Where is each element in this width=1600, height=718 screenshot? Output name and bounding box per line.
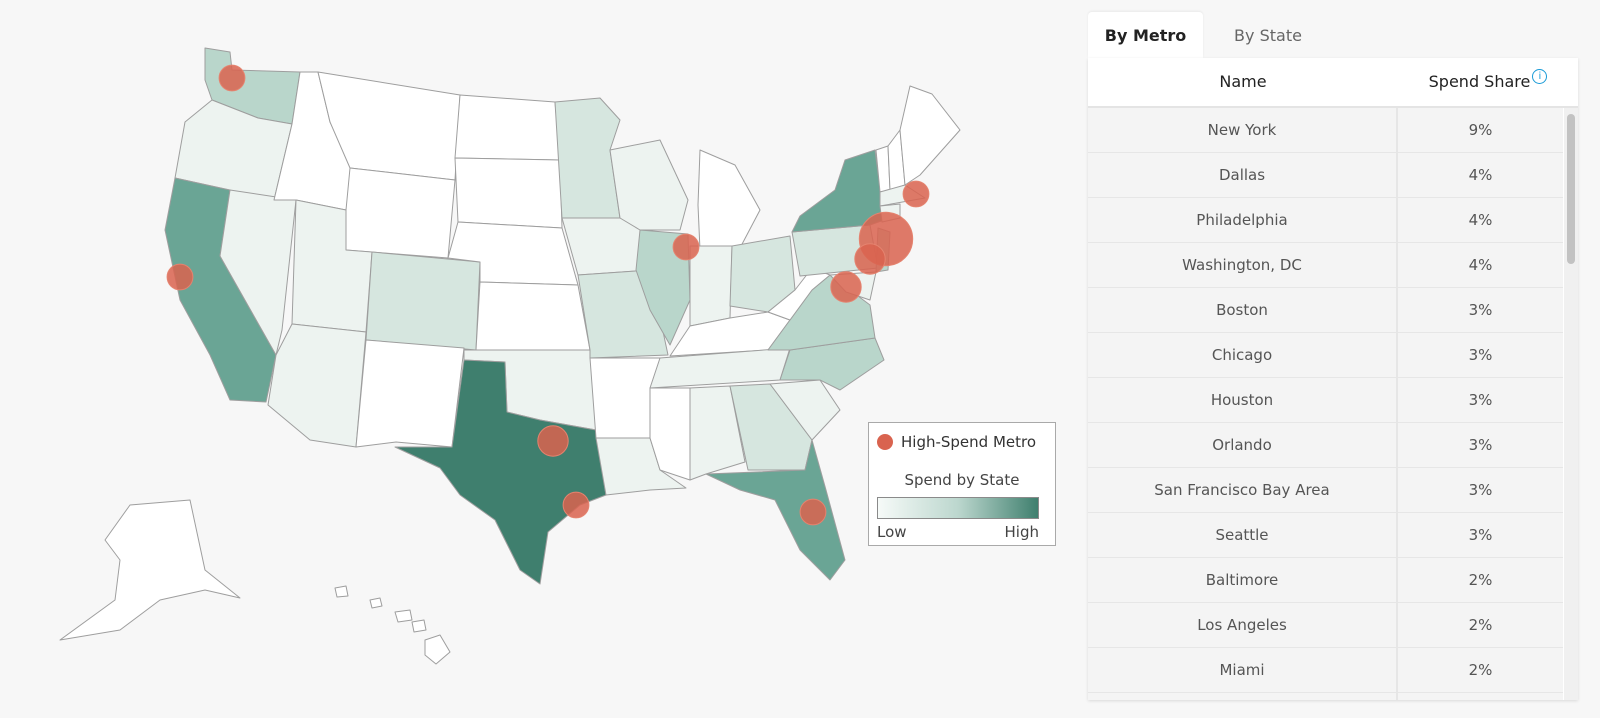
state-arizona[interactable] [267, 323, 367, 448]
table-row[interactable]: New York 9% [1088, 108, 1563, 153]
state-maine[interactable] [899, 85, 961, 186]
metro-name-cell: Philadelphia [1088, 198, 1398, 242]
legend-high-label: High [1004, 523, 1039, 541]
spend-share-cell: 2% [1468, 571, 1493, 589]
table-row[interactable]: Philadelphia 4% [1088, 198, 1563, 243]
table-row[interactable]: Boston 3% [1088, 288, 1563, 333]
scrollbar-thumb[interactable] [1567, 114, 1575, 264]
state-wyoming[interactable] [345, 167, 456, 259]
table-row[interactable]: Chicago 3% [1088, 333, 1563, 378]
spend-share-cell: 4% [1468, 166, 1493, 184]
table-row[interactable]: Baltimore 2% [1088, 558, 1563, 603]
state-alaska[interactable] [59, 499, 241, 641]
state-minnesota[interactable] [554, 97, 621, 219]
table-row[interactable]: Orlando 3% [1088, 423, 1563, 468]
hawaii-island-oahu [394, 609, 413, 623]
info-icon[interactable]: i [1532, 69, 1548, 84]
spend-share-cell: 9% [1468, 121, 1493, 139]
spend-share-cell [1398, 693, 1563, 700]
legend-metro-label: High-Spend Metro [901, 433, 1037, 451]
metro-name-cell [1088, 693, 1398, 700]
metro-marker-washington-dc[interactable] [830, 271, 862, 303]
us-map [59, 47, 961, 665]
spend-table: Name Spend Share i New York 9% Dallas 4% Phil… [1088, 58, 1578, 700]
spend-share-cell: 2% [1468, 661, 1493, 679]
table-row[interactable]: Dallas 4% [1088, 153, 1563, 198]
table-scrollbar[interactable] [1564, 108, 1578, 700]
metro-marker-seattle[interactable] [218, 64, 246, 92]
state-new-mexico[interactable] [355, 339, 465, 448]
table-row[interactable]: Los Angeles 2% [1088, 603, 1563, 648]
map-legend: High-Spend Metro Spend by State Low High [868, 422, 1056, 546]
metro-name-cell: Washington, DC [1088, 243, 1398, 287]
metro-panel: By Metro By State Name Spend Share i New … [1088, 12, 1580, 702]
legend-metro-row: High-Spend Metro [877, 433, 1036, 451]
state-mississippi[interactable] [649, 387, 691, 481]
hawaii-island-niihau [369, 597, 383, 609]
table-header: Name Spend Share i [1088, 58, 1578, 108]
metro-name-cell: Baltimore [1088, 558, 1398, 602]
spend-share-cell: 3% [1468, 391, 1493, 409]
metro-marker-houston[interactable] [562, 491, 590, 519]
metro-name-cell: Seattle [1088, 513, 1398, 557]
metro-name-cell: Miami [1088, 648, 1398, 692]
state-florida[interactable] [705, 439, 846, 581]
tab-by-metro[interactable]: By Metro [1088, 12, 1203, 58]
state-south-dakota[interactable] [454, 157, 563, 229]
spend-share-cell: 3% [1468, 436, 1493, 454]
column-header-name[interactable]: Name [1088, 58, 1398, 106]
metro-dot-icon [877, 434, 893, 450]
state-indiana[interactable] [689, 245, 733, 327]
hawaii-island-maui [411, 619, 427, 633]
state-texas[interactable] [394, 359, 607, 585]
column-header-name-label: Name [1219, 72, 1267, 91]
table-row[interactable]: San Francisco Bay Area 3% [1088, 468, 1563, 513]
spend-share-cell: 4% [1468, 256, 1493, 274]
table-row[interactable]: Washington, DC 4% [1088, 243, 1563, 288]
table-row[interactable] [1088, 693, 1563, 700]
map-area: High-Spend Metro Spend by State Low High [59, 47, 1056, 665]
table-row[interactable]: Miami 2% [1088, 648, 1563, 693]
state-south-carolina[interactable] [769, 379, 841, 441]
state-kansas[interactable] [475, 281, 591, 351]
metro-name-cell: Boston [1088, 288, 1398, 332]
state-colorado[interactable] [365, 251, 481, 351]
state-michigan[interactable] [697, 149, 761, 251]
hawaii-island-kauai [334, 585, 349, 598]
metro-marker-orlando[interactable] [799, 498, 827, 526]
metro-name-cell: Orlando [1088, 423, 1398, 467]
metro-name-cell: Los Angeles [1088, 603, 1398, 647]
spend-share-cell: 3% [1468, 301, 1493, 319]
state-alabama[interactable] [689, 385, 746, 481]
spend-share-cell: 4% [1468, 211, 1493, 229]
metro-marker-philadelphia[interactable] [854, 243, 886, 275]
metro-name-cell: Chicago [1088, 333, 1398, 377]
metro-marker-dallas[interactable] [537, 425, 569, 457]
tab-bar: By Metro By State [1088, 12, 1580, 58]
column-header-spend-share-label: Spend Share [1428, 72, 1531, 91]
legend-low-label: Low [877, 523, 907, 541]
state-north-dakota[interactable] [454, 94, 561, 161]
metro-name-cell: New York [1088, 108, 1398, 152]
legend-spend-title: Spend by State [904, 471, 1020, 489]
metro-marker-chicago[interactable] [672, 233, 700, 261]
spend-share-cell: 3% [1468, 481, 1493, 499]
column-header-spend-share[interactable]: Spend Share i [1398, 58, 1578, 106]
spend-share-cell: 2% [1468, 616, 1493, 634]
metro-name-cell: Houston [1088, 378, 1398, 422]
spend-share-cell: 3% [1468, 346, 1493, 364]
state-hawaii[interactable] [424, 634, 451, 665]
tab-by-state[interactable]: By State [1234, 26, 1302, 45]
spend-share-cell: 3% [1468, 526, 1493, 544]
table-row[interactable]: Houston 3% [1088, 378, 1563, 423]
state-wisconsin[interactable] [609, 139, 689, 231]
metro-name-cell: Dallas [1088, 153, 1398, 197]
legend-gradient [877, 497, 1039, 519]
metro-marker-san-francisco-bay-area[interactable] [166, 263, 194, 291]
table-row[interactable]: Seattle 3% [1088, 513, 1563, 558]
table-body: New York 9% Dallas 4% Philadelphia 4% Washingt… [1088, 108, 1563, 700]
metro-marker-boston[interactable] [902, 180, 930, 208]
metro-name-cell: San Francisco Bay Area [1088, 468, 1398, 512]
